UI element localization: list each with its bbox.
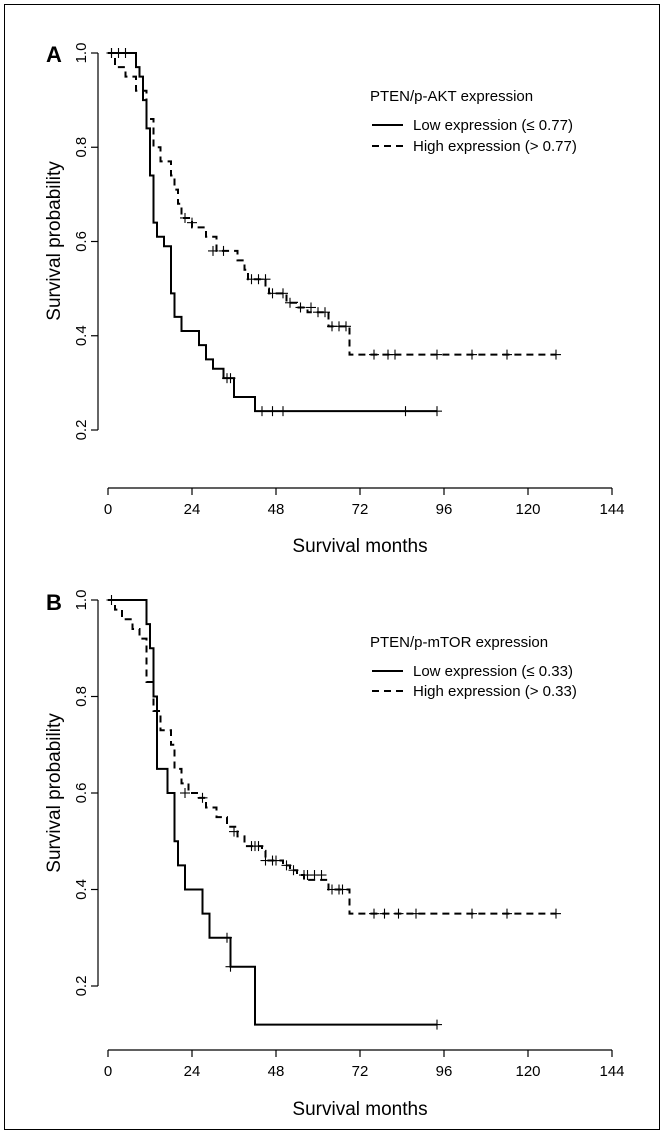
panel-b-legend-label-high: High expression (> 0.33) [413, 683, 577, 700]
panel-a-series-low-curve [108, 52, 437, 413]
panel-b-legend-label-low: Low expression (≤ 0.33) [413, 663, 573, 680]
panel-b-y-tick-label: 1.0 [73, 590, 90, 611]
panel-b-x-tick-label: 24 [184, 1063, 201, 1080]
panel-b-series-low-curve [108, 599, 437, 1026]
panel-a-x-tick-label: 72 [352, 501, 369, 518]
panel-b-y-tick-label: 0.2 [73, 976, 90, 997]
panel-a-x-tick-label: 24 [184, 501, 201, 518]
panel-b-x-tick-label: 120 [515, 1063, 540, 1080]
panel-b-x-axis-title: Survival months [292, 1099, 427, 1120]
panel-a-y-tick-label: 1.0 [73, 43, 90, 64]
panel-a-legend-label-high: High expression (> 0.77) [413, 138, 577, 155]
panel-b-y-tick-label: 0.8 [73, 686, 90, 707]
figure-frame [4, 4, 660, 1130]
panel-a-y-tick-label: 0.6 [73, 231, 90, 252]
panel-b-y-tick-label: 0.6 [73, 783, 90, 804]
panel-b-y-axis-title: Survival probability [44, 713, 65, 873]
panel-a: A Survival months Survival probability P… [44, 42, 612, 557]
panel-b-series-high-curve [108, 599, 556, 915]
panel-a-y-axis-title: Survival probability [44, 161, 65, 321]
panel-a-x-tick-label: 144 [599, 501, 624, 518]
panel-a-legend-label-low: Low expression (≤ 0.77) [413, 117, 573, 134]
panel-a-y-tick-label: 0.8 [73, 137, 90, 158]
panel-a-x-tick-label: 48 [268, 501, 285, 518]
panel-b-legend-title: PTEN/p-mTOR expression [370, 634, 548, 651]
panel-b-y-tick-label: 0.4 [73, 879, 90, 900]
panel-b-x-tick-label: 0 [104, 1063, 112, 1080]
chart-marks: 0 24 48 72 96 120 144 0.2 0.4 0.6 0.8 1.0 0 24 48 72 96 1… [73, 43, 625, 1080]
panel-b-x-tick-label: 144 [599, 1063, 624, 1080]
panel-a-y-tick-label: 0.2 [73, 420, 90, 441]
panel-a-x-axis-title: Survival months [292, 536, 427, 557]
panel-a-series-high-curve [108, 52, 556, 356]
panel-b-x-tick-label: 48 [268, 1063, 285, 1080]
panel-b-label: B [46, 590, 62, 615]
panel-a-x-tick-label: 0 [104, 501, 112, 518]
panel-b: B Survival months Survival probability P… [44, 590, 612, 1120]
panel-a-label: A [46, 42, 62, 67]
panel-b-x-tick-label: 96 [436, 1063, 453, 1080]
panel-a-x-tick-label: 120 [515, 501, 540, 518]
panel-a-y-tick-label: 0.4 [73, 325, 90, 346]
panel-a-legend-title: PTEN/p-AKT expression [370, 88, 533, 105]
panel-b-x-tick-label: 72 [352, 1063, 369, 1080]
panel-a-x-tick-label: 96 [436, 501, 453, 518]
